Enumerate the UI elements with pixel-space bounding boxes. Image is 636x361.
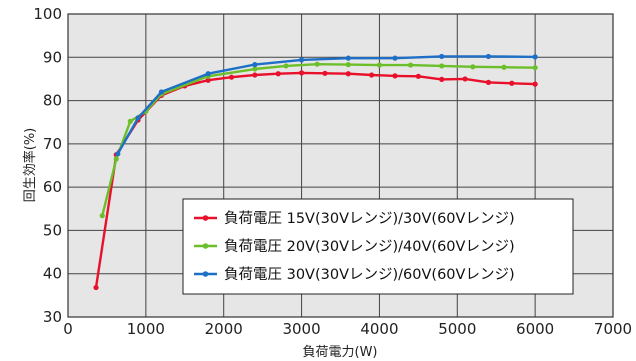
data-point xyxy=(376,62,383,68)
legend-item-2: 負荷電圧 20V(30Vレンジ)/40V(60Vレンジ) xyxy=(194,238,515,255)
plot-frame xyxy=(67,13,614,318)
y-tick-label: 100 xyxy=(33,5,62,23)
x-tick-label: 6000 xyxy=(516,320,554,338)
legend-item-3: 負荷電圧 30V(30Vレンジ)/60V(60Vレンジ) xyxy=(194,266,515,283)
legend-item-1: 負荷電圧 15V(30Vレンジ)/30V(60Vレンジ) xyxy=(194,210,515,227)
data-point xyxy=(322,70,328,76)
y-tick-label: 70 xyxy=(43,135,62,153)
x-tick-label: 5000 xyxy=(438,320,476,338)
data-point xyxy=(252,72,258,78)
data-point xyxy=(532,81,538,87)
data-point xyxy=(158,89,165,95)
legend-label: 負荷電圧 15V(30Vレンジ)/30V(60Vレンジ) xyxy=(224,210,515,227)
y-tick-labels: 30 40 50 60 70 80 90 100 xyxy=(33,5,62,326)
legend-box xyxy=(182,198,574,295)
legend-label: 負荷電圧 20V(30Vレンジ)/40V(60Vレンジ) xyxy=(224,238,515,255)
data-point xyxy=(314,61,320,67)
data-point xyxy=(415,73,421,79)
series-3 xyxy=(115,53,538,157)
x-tick-label: 1000 xyxy=(127,320,165,338)
data-point xyxy=(345,62,351,68)
data-point xyxy=(283,63,289,69)
x-axis-title: 負荷電力(W) xyxy=(303,345,378,360)
data-point xyxy=(501,64,507,70)
x-tick-label: 4000 xyxy=(360,320,398,338)
data-point xyxy=(99,213,105,219)
data-point xyxy=(485,79,492,85)
data-point xyxy=(407,62,414,68)
data-point xyxy=(439,76,445,82)
legend: 負荷電圧 15V(30Vレンジ)/30V(60Vレンジ) 負荷電圧 20V(30V… xyxy=(182,198,574,295)
legend-swatch-marker xyxy=(202,215,209,221)
data-point xyxy=(532,65,538,71)
x-tick-label: 0 xyxy=(63,320,73,338)
data-point xyxy=(205,77,211,83)
data-point xyxy=(252,62,258,68)
data-point xyxy=(298,57,305,63)
data-point xyxy=(228,74,235,80)
data-point xyxy=(93,284,99,291)
x-tick-label: 2000 xyxy=(205,320,243,338)
x-tick-labels: 0 1000 2000 3000 4000 5000 6000 7000 xyxy=(63,320,632,338)
data-point xyxy=(392,73,398,79)
x-tick-label: 7000 xyxy=(594,320,632,338)
data-point xyxy=(127,118,133,124)
y-axis-title: 回生効率(%) xyxy=(22,128,38,203)
y-tick-label: 40 xyxy=(43,265,62,283)
data-point xyxy=(439,63,445,69)
data-point xyxy=(345,55,351,61)
data-point xyxy=(485,53,492,60)
legend-swatch-marker xyxy=(202,271,209,277)
data-point xyxy=(135,115,141,121)
data-point xyxy=(275,71,281,77)
legend-swatch-marker xyxy=(202,243,209,249)
data-point xyxy=(462,76,468,82)
y-tick-label: 80 xyxy=(43,92,62,110)
data-point xyxy=(532,54,538,60)
y-tick-label: 30 xyxy=(43,308,62,326)
data-point xyxy=(115,151,121,157)
legend-label: 負荷電圧 30V(30Vレンジ)/60V(60Vレンジ) xyxy=(224,266,515,283)
data-point xyxy=(205,71,211,77)
data-point xyxy=(345,71,351,77)
x-tick-label: 3000 xyxy=(282,320,320,338)
legend-items: 負荷電圧 15V(30Vレンジ)/30V(60Vレンジ) 負荷電圧 20V(30V… xyxy=(194,210,515,283)
data-point xyxy=(439,53,445,60)
data-point xyxy=(392,55,398,61)
data-point xyxy=(470,64,476,70)
y-tick-label: 50 xyxy=(43,221,62,239)
data-point xyxy=(252,66,258,72)
data-point xyxy=(113,156,119,162)
data-point xyxy=(509,80,515,86)
data-point xyxy=(369,72,375,78)
y-tick-label: 90 xyxy=(43,48,62,66)
y-tick-label: 60 xyxy=(43,178,62,196)
data-point xyxy=(298,70,305,76)
series-layer xyxy=(93,53,538,291)
